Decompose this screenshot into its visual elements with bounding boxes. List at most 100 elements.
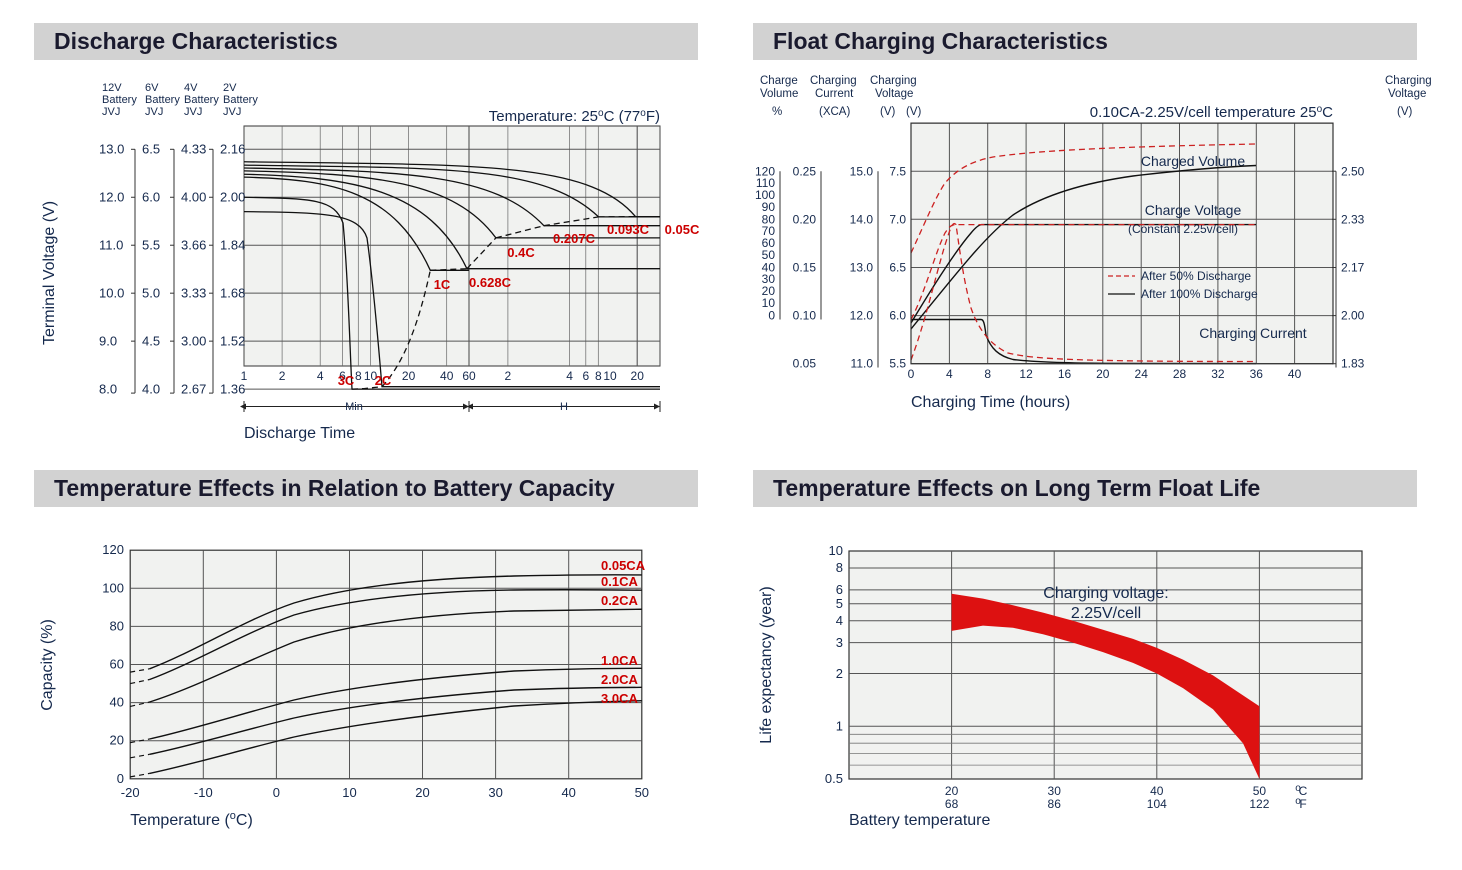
svg-text:10: 10 <box>829 543 843 558</box>
svg-text:F: F <box>1299 797 1306 811</box>
svg-text:1: 1 <box>241 369 248 383</box>
svg-text:4: 4 <box>317 369 324 383</box>
svg-text:12: 12 <box>1019 367 1033 381</box>
svg-text:0.207C: 0.207C <box>553 231 596 246</box>
svg-text:6.5: 6.5 <box>142 142 160 157</box>
svg-text:Charging voltage:: Charging voltage: <box>1043 585 1168 602</box>
svg-text:Charge Voltage: Charge Voltage <box>1145 202 1242 218</box>
svg-text:120: 120 <box>102 542 124 557</box>
svg-text:7.0: 7.0 <box>889 213 906 227</box>
svg-text:50: 50 <box>1253 784 1267 798</box>
svg-text:0: 0 <box>768 309 775 323</box>
svg-text:2.67: 2.67 <box>181 382 206 397</box>
svg-text:104: 104 <box>1147 797 1167 811</box>
svg-text:13.0: 13.0 <box>99 142 124 157</box>
svg-text:8: 8 <box>836 560 843 575</box>
svg-text:10.0: 10.0 <box>99 286 124 301</box>
svg-text:0.4C: 0.4C <box>507 245 535 260</box>
svg-text:20: 20 <box>1096 367 1110 381</box>
svg-text:0.10CA-2.25V/cell temperature: 0.10CA-2.25V/cell temperature 25oC <box>1090 104 1333 122</box>
svg-text:Charging: Charging <box>810 75 857 87</box>
svg-text:28: 28 <box>1173 367 1187 381</box>
svg-text:60: 60 <box>110 657 124 672</box>
svg-text:20: 20 <box>945 784 959 798</box>
svg-text:Terminal Voltage (V): Terminal Voltage (V) <box>41 201 58 345</box>
svg-text:2.00: 2.00 <box>220 190 245 205</box>
svg-text:24: 24 <box>1135 367 1149 381</box>
svg-text:32: 32 <box>1211 367 1225 381</box>
svg-text:100: 100 <box>102 580 124 595</box>
svg-text:0: 0 <box>908 367 915 381</box>
svg-text:5.5: 5.5 <box>889 357 906 371</box>
svg-text:JVJ: JVJ <box>145 106 163 118</box>
svg-text:8.0: 8.0 <box>99 382 117 397</box>
svg-text:Battery: Battery <box>223 94 258 106</box>
svg-text:2.33: 2.33 <box>1341 213 1365 227</box>
svg-text:1.52: 1.52 <box>220 334 245 349</box>
svg-text:(XCA): (XCA) <box>819 106 850 118</box>
svg-text:9.0: 9.0 <box>99 334 117 349</box>
svg-text:Capacity (%): Capacity (%) <box>39 619 56 711</box>
svg-text:2: 2 <box>836 666 843 681</box>
svg-text:After 100% Discharge: After 100% Discharge <box>1141 287 1258 301</box>
svg-text:40: 40 <box>1288 367 1302 381</box>
svg-text:(V): (V) <box>1397 106 1413 118</box>
svg-text:4.00: 4.00 <box>181 190 206 205</box>
svg-text:0: 0 <box>117 771 124 786</box>
svg-text:12V: 12V <box>102 82 122 94</box>
svg-text:6.5: 6.5 <box>889 261 906 275</box>
svg-text:0.05C: 0.05C <box>665 222 700 237</box>
svg-text:Battery: Battery <box>145 94 180 106</box>
svg-text:Life expectancy (year): Life expectancy (year) <box>758 586 775 743</box>
svg-text:6: 6 <box>836 582 843 597</box>
svg-text:Battery: Battery <box>102 94 137 106</box>
svg-text:20: 20 <box>631 369 645 383</box>
svg-text:5.0: 5.0 <box>142 286 160 301</box>
svg-text:0: 0 <box>273 785 280 800</box>
svg-text:1C: 1C <box>434 277 451 292</box>
svg-text:10: 10 <box>603 369 617 383</box>
svg-text:68: 68 <box>945 797 959 811</box>
svg-text:0.05CA: 0.05CA <box>601 558 646 573</box>
svg-text:0.15: 0.15 <box>793 261 817 275</box>
svg-text:Temperature: 25oC (77oF): Temperature: 25oC (77oF) <box>489 108 660 126</box>
svg-text:3.66: 3.66 <box>181 238 206 253</box>
svg-text:3.00: 3.00 <box>181 334 206 349</box>
svg-text:1.83: 1.83 <box>1341 357 1365 371</box>
svg-text:122: 122 <box>1249 797 1269 811</box>
svg-text:6V: 6V <box>145 82 159 94</box>
svg-text:12.0: 12.0 <box>99 190 124 205</box>
svg-text:20: 20 <box>110 733 124 748</box>
svg-text:8: 8 <box>984 367 991 381</box>
svg-text:Temperature (oC): Temperature (oC) <box>130 810 253 829</box>
svg-text:16: 16 <box>1058 367 1072 381</box>
svg-text:Battery temperature: Battery temperature <box>849 812 991 829</box>
svg-text:Battery: Battery <box>184 94 219 106</box>
svg-text:40: 40 <box>561 785 575 800</box>
svg-text:1: 1 <box>836 719 843 734</box>
svg-text:JVJ: JVJ <box>184 106 202 118</box>
svg-text:6: 6 <box>582 369 589 383</box>
svg-text:Voltage: Voltage <box>875 88 913 100</box>
svg-text:3.33: 3.33 <box>181 286 206 301</box>
svg-text:60: 60 <box>462 369 476 383</box>
svg-text:0.2CA: 0.2CA <box>601 593 638 608</box>
svg-text:40: 40 <box>110 695 124 710</box>
svg-text:Current: Current <box>815 88 854 100</box>
svg-text:(V): (V) <box>880 106 896 118</box>
svg-text:15.0: 15.0 <box>850 165 874 179</box>
svg-text:11.0: 11.0 <box>851 357 874 371</box>
svg-text:40: 40 <box>440 369 454 383</box>
svg-text:40: 40 <box>1150 784 1164 798</box>
svg-text:5: 5 <box>836 596 843 611</box>
svg-text:3: 3 <box>836 635 843 650</box>
svg-text:0.1CA: 0.1CA <box>601 574 638 589</box>
svg-text:8: 8 <box>355 369 362 383</box>
svg-text:Discharge Time: Discharge Time <box>244 425 355 442</box>
svg-text:14.0: 14.0 <box>850 213 874 227</box>
svg-text:36: 36 <box>1250 367 1264 381</box>
svg-text:7.5: 7.5 <box>889 165 906 179</box>
svg-text:1.0CA: 1.0CA <box>601 653 638 668</box>
svg-text:5.5: 5.5 <box>142 238 160 253</box>
svg-text:Volume: Volume <box>760 88 798 100</box>
